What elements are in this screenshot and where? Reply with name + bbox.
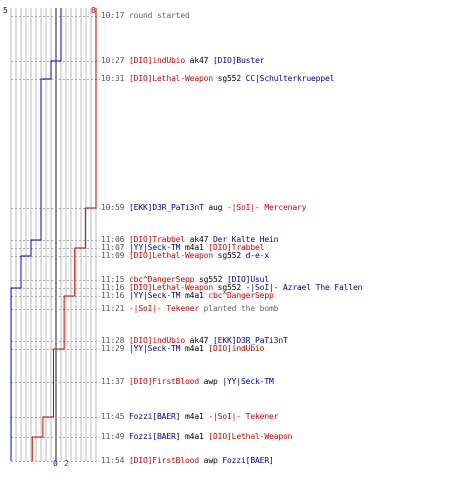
weapon-name: awp [199, 456, 223, 465]
event-row: 11:49 Fozzi[BAER] m4a1 [DIO]Lethal-Weapo… [101, 432, 292, 442]
event-time: 11:49 [101, 432, 129, 441]
weapon-name: aug [203, 203, 228, 212]
player-name: cbc^DangerSepp [208, 291, 274, 300]
player-name: d-e-x [245, 251, 270, 260]
player-name: [DIO]Trabbel [129, 235, 185, 244]
player-name: Der Kalte Hein [213, 235, 279, 244]
event-time: 11:09 [101, 251, 129, 260]
player-name: [DIO]Lethal-Weapon [129, 74, 213, 83]
player-name: [DIO]Buster [213, 56, 265, 65]
player-name: |YY|Seck-TM [129, 243, 181, 252]
event-time: 11:15 [101, 275, 129, 284]
player-name: CC|Schulterkrueppel [245, 74, 335, 83]
event-row: 11:09 [DIO]Lethal-Weapon sg552 d-e-x [101, 251, 269, 261]
player-name: [EKK]D3R_PaTi3nT [129, 203, 204, 212]
event-row: 10:31 [DIO]Lethal-Weapon sg552 CC|Schult… [101, 74, 334, 84]
player-name: [DIO]indUbio [129, 56, 185, 65]
player-name: -|SoI|- Azrael The Fallen [245, 283, 363, 292]
weapon-name: m4a1 [180, 432, 209, 441]
event-time: 11:37 [101, 377, 129, 386]
weapon-name: ak47 [185, 336, 213, 345]
event-row: 10:17 round started [101, 11, 190, 21]
weapon-name: m4a1 [180, 291, 209, 300]
player-name: Fozzi[BAER] [129, 412, 181, 421]
event-time: 11:29 [101, 344, 129, 353]
event-row: 11:37 [DIO]FirstBlood awp |YY|Seck-TM [101, 377, 274, 387]
player-name: [DIO]Usul [227, 275, 270, 284]
player-name: [DIO]FirstBlood [129, 456, 199, 465]
event-time: 10:27 [101, 56, 129, 65]
top-right-count: 8 [91, 6, 96, 15]
weapon-name: awp [199, 377, 223, 386]
bottom-blue-count: 0 [53, 459, 58, 468]
player-name: |YY|Seck-TM [129, 291, 181, 300]
event-note: round started [129, 11, 190, 20]
event-time: 11:07 [101, 243, 129, 252]
event-row: 11:16 [DIO]Lethal-Weapon sg552 -|SoI|- A… [101, 283, 362, 293]
event-row: 11:45 Fozzi[BAER] m4a1 -|SoI|- Tekener [101, 412, 278, 422]
event-time: 11:06 [101, 235, 129, 244]
event-row: 11:29 |YY|Seck-TM m4a1 [DIO]indUbio [101, 344, 264, 354]
event-time: 10:31 [101, 74, 129, 83]
player-name: -|SoI|- Tekener [208, 412, 279, 421]
event-row: 10:27 [DIO]indUbio ak47 [DIO]Buster [101, 56, 264, 66]
event-row: 11:06 [DIO]Trabbel ak47 Der Kalte Hein [101, 235, 278, 245]
team-a-alive-line [31, 8, 97, 461]
player-name: -|SoI|- Mercenary [227, 203, 307, 212]
weapon-name: sg552 [213, 74, 246, 83]
player-name: [DIO]Lethal-Weapon [208, 432, 293, 441]
bottom-red-count: 2 [64, 459, 69, 468]
player-name: [DIO]indUbio [129, 336, 185, 345]
player-name: |YY|Seck-TM [129, 344, 181, 353]
event-time: 11:16 [101, 283, 129, 292]
team-b-alive-line [10, 8, 62, 461]
event-time: 11:54 [101, 456, 129, 465]
weapon-name: m4a1 [180, 344, 209, 353]
event-time: 11:16 [101, 291, 129, 300]
weapon-name: ak47 [185, 56, 213, 65]
event-time: 11:28 [101, 336, 129, 345]
event-time: 11:45 [101, 412, 129, 421]
event-row: 11:16 |YY|Seck-TM m4a1 cbc^DangerSepp [101, 291, 274, 301]
weapon-name: sg552 [213, 283, 246, 292]
event-time: 11:21 [101, 304, 129, 313]
event-row: 11:54 [DIO]FirstBlood awp Fozzi[BAER] [101, 456, 274, 466]
weapon-name: sg552 [213, 251, 246, 260]
player-name: [EKK]D3R_PaTi3nT [213, 336, 288, 345]
weapon-name: ak47 [185, 235, 213, 244]
event-time: 10:17 [101, 11, 129, 20]
event-note: planted the bomb [199, 304, 279, 313]
player-name: [DIO]FirstBlood [129, 377, 199, 386]
event-row: 11:28 [DIO]indUbio ak47 [EKK]D3R_PaTi3nT [101, 336, 288, 346]
player-name: [DIO]Trabbel [208, 243, 265, 252]
player-name: [DIO]Lethal-Weapon [129, 283, 213, 292]
event-row: 10:59 [EKK]D3R_PaTi3nT aug -|SoI|- Merce… [101, 203, 307, 213]
player-name: cbc^DangerSepp [129, 275, 195, 284]
player-name: Fozzi[BAER] [222, 456, 274, 465]
player-name: [DIO]Lethal-Weapon [129, 251, 213, 260]
event-row: 11:15 cbc^DangerSepp sg552 [DIO]Usul [101, 275, 269, 285]
player-name: |YY|Seck-TM [222, 377, 274, 386]
weapon-name: m4a1 [180, 412, 209, 421]
top-left-count: 5 [3, 6, 8, 15]
player-name: -|SoI|- Tekener [129, 304, 199, 313]
event-time: 10:59 [101, 203, 129, 212]
player-name: Fozzi[BAER] [129, 432, 181, 441]
graph-grid [10, 8, 97, 461]
event-row: 11:21 -|SoI|- Tekener planted the bomb [101, 304, 278, 314]
weapon-name: m4a1 [180, 243, 209, 252]
event-row: 11:07 |YY|Seck-TM m4a1 [DIO]Trabbel [101, 243, 264, 253]
weapon-name: sg552 [194, 275, 228, 284]
player-name: [DIO]indUbio [208, 344, 265, 353]
